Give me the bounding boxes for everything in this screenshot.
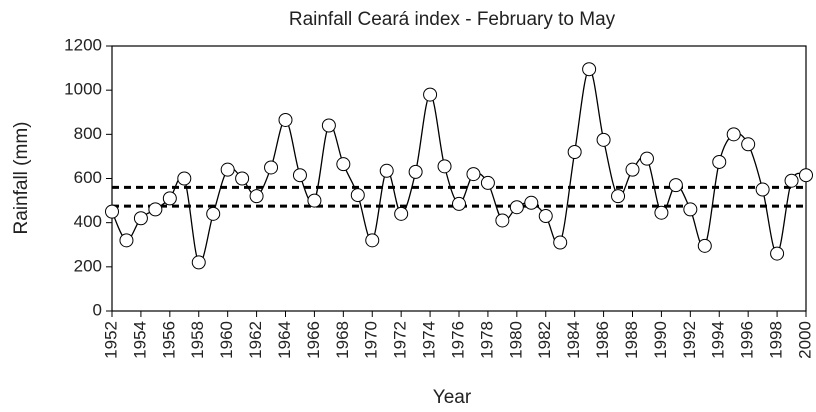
data-point [799,168,813,183]
data-point [625,162,640,177]
x-tick-label: 1956 [159,321,178,359]
data-point [726,127,741,142]
y-axis-label: Rainfall (mm) [11,122,32,235]
x-tick-label: 1982 [535,321,554,359]
data-point [495,213,510,228]
x-tick-label: 2000 [795,321,814,359]
data-point [394,206,409,221]
data-point [553,235,568,250]
plot-frame [111,45,807,312]
x-tick-label: 1974 [420,321,439,359]
data-point [654,205,669,220]
data-point [712,154,727,169]
data-point [423,87,438,102]
x-tick-label: 1970 [362,321,381,359]
data-point [668,178,683,193]
data-point [611,189,626,204]
x-tick-label: 1960 [217,321,236,359]
x-axis-label: Year [433,387,472,408]
x-tick-label: 1966 [304,321,323,359]
data-point [249,189,264,204]
data-point [148,202,163,217]
data-point [220,162,235,177]
data-point [466,167,481,182]
y-tick-label: 1000 [64,80,102,99]
data-point [683,202,698,217]
data-point [235,171,250,186]
data-point [524,195,539,210]
data-point [365,233,380,248]
x-tick-label: 1972 [391,321,410,359]
x-tick-label: 1980 [506,321,525,359]
data-point [755,182,770,197]
x-tick-label: 1968 [333,321,352,359]
x-tick-label: 1978 [477,321,496,359]
data-point [480,175,495,190]
data-point [133,211,148,226]
data-point [350,188,365,203]
data-point [206,206,221,221]
data-point [509,200,524,215]
data-point [292,168,307,183]
x-tick-label: 1976 [448,321,467,359]
x-tick-label: 1952 [101,321,120,359]
chart-title: Rainfall Ceará index - February to May [289,9,616,30]
x-tick-label: 1984 [564,321,583,359]
y-tick-label: 1200 [64,35,102,54]
data-point [697,238,712,253]
x-tick-label: 1994 [709,321,728,359]
data-point [596,132,611,147]
x-tick-label: 1990 [651,321,670,359]
data-point [538,209,553,224]
data-point [770,246,785,261]
y-tick-label: 200 [74,256,102,275]
data-point [191,255,206,270]
data-point [379,163,394,178]
data-point [437,159,452,174]
x-tick-label: 1992 [680,321,699,359]
data-point [639,151,654,166]
data-point [105,204,119,219]
x-tick-label: 1964 [275,321,294,359]
y-tick-label: 800 [74,124,102,143]
x-tick-label: 1986 [593,321,612,359]
x-tick-label: 1958 [188,321,207,359]
data-point [452,196,466,211]
x-tick-label: 1988 [622,321,641,359]
data-point [307,193,322,208]
data-point [162,191,177,206]
data-point [264,160,279,175]
data-point [408,164,423,179]
x-tick-label: 1954 [130,321,149,359]
x-tick-label: 1996 [738,321,757,359]
data-point [567,145,582,159]
data-point [784,173,799,188]
y-tick-label: 600 [74,168,102,187]
data-point [278,112,293,127]
data-point [741,137,756,152]
data-point [119,233,134,248]
x-tick-label: 1962 [246,321,265,359]
data-point [321,118,336,133]
data-point [582,62,597,77]
series-line [111,68,807,264]
data-point [177,171,192,186]
y-tick-label: 0 [93,300,102,319]
data-point [336,157,351,172]
x-tick-label: 1998 [767,321,786,359]
y-tick-label: 400 [74,212,102,231]
